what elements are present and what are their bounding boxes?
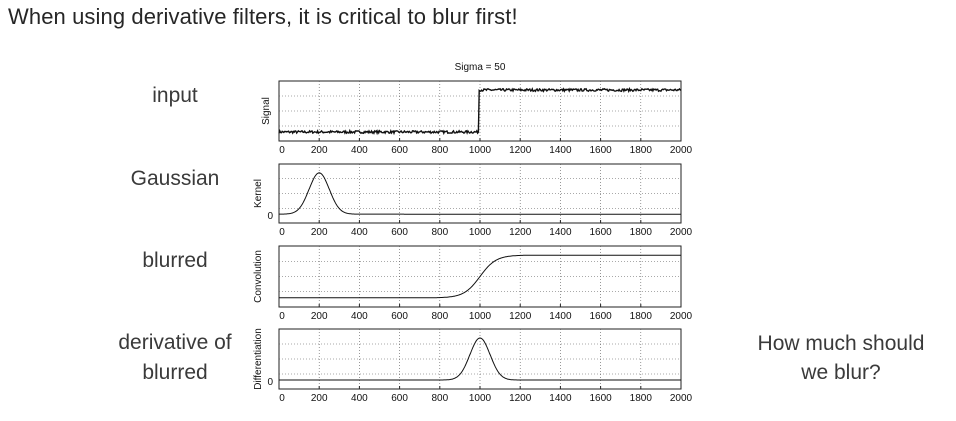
x-tick-label-3-3: 600: [391, 393, 408, 404]
x-tick-label-3-4: 800: [431, 393, 448, 404]
x-tick-label-1-5: 1000: [469, 227, 492, 238]
x-tick-label-1-4: 800: [431, 227, 448, 238]
x-tick-label-0-6: 1200: [509, 145, 532, 156]
series-line-2: [279, 254, 681, 299]
x-tick-label-2-5: 1000: [469, 311, 492, 322]
x-tick-label-2-8: 1600: [589, 311, 612, 322]
x-tick-label-3-9: 1800: [630, 393, 653, 404]
x-tick-label-2-2: 400: [351, 311, 368, 322]
y-axis-label-1: Kernel: [253, 179, 264, 208]
x-tick-label-2-4: 800: [431, 311, 448, 322]
row-label-blurred: blurred: [142, 249, 208, 272]
row-label-gaussian: Gaussian: [130, 167, 220, 190]
x-tick-label-0-2: 400: [351, 145, 368, 156]
side-note: How much should we blur?: [757, 332, 925, 384]
row-label-derivative-of-blurred: derivative of blurred: [118, 331, 232, 384]
x-tick-label-3-2: 400: [351, 393, 368, 404]
x-tick-label-1-9: 1800: [630, 227, 653, 238]
x-tick-label-3-1: 200: [311, 393, 328, 404]
x-tick-label-1-10: 2000: [670, 227, 693, 238]
x-tick-label-2-1: 200: [311, 311, 328, 322]
chart-title: Sigma = 50: [455, 62, 506, 73]
x-tick-label-0-9: 1800: [630, 145, 653, 156]
x-tick-label-0-1: 200: [311, 145, 328, 156]
x-tick-label-0-5: 1000: [469, 145, 492, 156]
x-tick-label-0-0: 0: [279, 145, 285, 156]
x-tick-label-2-10: 2000: [670, 311, 693, 322]
y-axis-label-3: Differentiation: [253, 328, 264, 390]
y-tick-label-1-0: 0: [267, 211, 273, 222]
x-tick-label-1-0: 0: [279, 227, 285, 238]
x-tick-label-2-6: 1200: [509, 311, 532, 322]
x-tick-label-0-8: 1600: [589, 145, 612, 156]
x-tick-label-3-7: 1400: [549, 393, 572, 404]
x-tick-label-1-6: 1200: [509, 227, 532, 238]
x-tick-label-0-7: 1400: [549, 145, 572, 156]
x-tick-label-2-9: 1800: [630, 311, 653, 322]
x-tick-label-3-0: 0: [279, 393, 285, 404]
x-tick-label-1-8: 1600: [589, 227, 612, 238]
x-tick-label-3-10: 2000: [670, 393, 693, 404]
x-tick-label-0-10: 2000: [670, 145, 693, 156]
x-tick-label-3-5: 1000: [469, 393, 492, 404]
x-tick-label-0-3: 600: [391, 145, 408, 156]
x-tick-label-1-7: 1400: [549, 227, 572, 238]
x-tick-label-2-0: 0: [279, 311, 285, 322]
series-line-3: [279, 337, 681, 381]
x-tick-label-2-3: 600: [391, 311, 408, 322]
row-label-input: input: [152, 84, 198, 107]
y-tick-label-3-0: 0: [267, 377, 273, 388]
series-line-0: [278, 86, 682, 136]
series-line-1: [279, 172, 681, 215]
x-tick-label-1-1: 200: [311, 227, 328, 238]
x-tick-label-2-7: 1400: [549, 311, 572, 322]
x-tick-label-0-4: 800: [431, 145, 448, 156]
y-axis-label-2: Convolution: [253, 250, 264, 303]
x-tick-label-3-8: 1600: [589, 393, 612, 404]
x-tick-label-3-6: 1200: [509, 393, 532, 404]
y-axis-label-0: Signal: [261, 97, 272, 125]
slide-title: When using derivative filters, it is cri…: [8, 4, 518, 29]
x-tick-label-1-2: 400: [351, 227, 368, 238]
x-tick-label-1-3: 600: [391, 227, 408, 238]
